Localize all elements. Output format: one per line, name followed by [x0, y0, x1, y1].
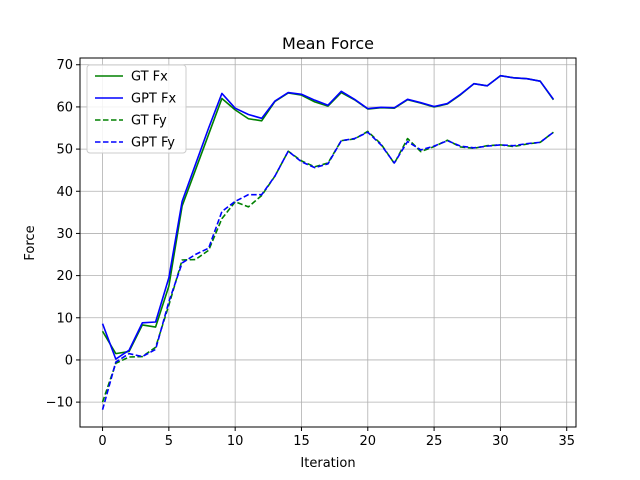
x-tick-label: 15: [293, 434, 310, 449]
y-tick-label: 20: [56, 269, 73, 284]
y-tick-label: −10: [46, 396, 73, 411]
y-tick-label: 0: [65, 353, 73, 368]
axis-ticks: 0 5 10 15 20 25 30 35 −10 0 10 20 30 40 50 60 70: [46, 58, 575, 449]
x-tick-label: 25: [426, 434, 443, 449]
plot-series: [101, 74, 555, 410]
grid-lines: [80, 58, 576, 427]
y-tick-label: 40: [56, 185, 73, 200]
legend-label-gpt-fx: GPT Fx: [131, 92, 176, 107]
gpt-fy-line: [101, 131, 554, 410]
y-axis-label: Force: [23, 225, 38, 260]
x-axis-label: Iteration: [300, 456, 355, 471]
y-tick-label: 30: [56, 227, 73, 242]
y-tick-label: 10: [56, 311, 73, 326]
x-tick-label: 35: [558, 434, 575, 449]
y-tick-label: 70: [56, 58, 73, 73]
y-tick-label: 50: [56, 143, 73, 158]
chart-title: Mean Force: [282, 34, 374, 53]
plot-frame: [79, 57, 577, 428]
x-tick-label: 0: [98, 434, 106, 449]
gpt-fx-line: [101, 74, 555, 360]
legend-label-gpt-fy: GPT Fy: [131, 136, 175, 151]
x-tick-label: 10: [227, 434, 244, 449]
x-tick-label: 20: [360, 434, 377, 449]
x-tick-label: 5: [165, 434, 173, 449]
y-tick-label: 60: [56, 100, 73, 115]
legend-label-gt-fy: GT Fy: [131, 114, 167, 129]
legend-label-gt-fx: GT Fx: [131, 70, 168, 85]
legend: GT Fx GPT Fx GT Fy GPT Fy: [86, 64, 187, 154]
legend-box: [86, 64, 187, 154]
x-tick-label: 30: [492, 434, 509, 449]
